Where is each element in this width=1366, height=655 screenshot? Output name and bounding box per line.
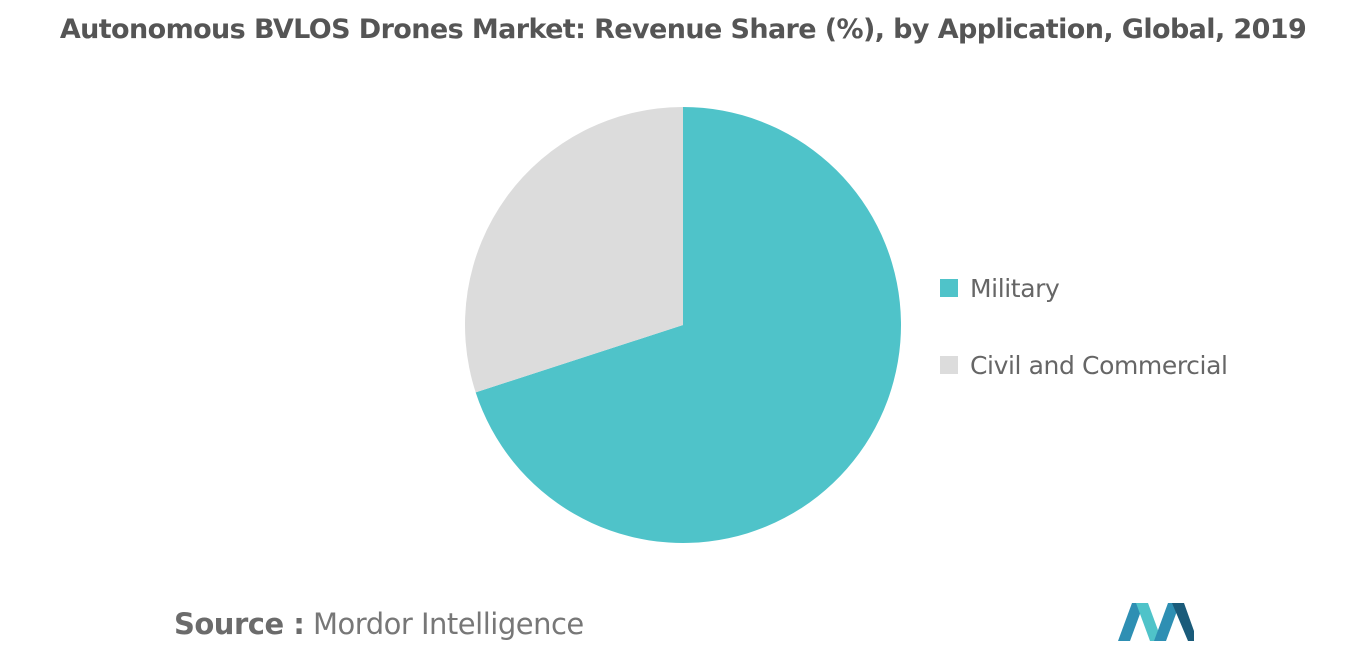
legend-label-civil-and-commercial: Civil and Commercial — [970, 350, 1228, 380]
logo-shape-right — [1172, 603, 1194, 641]
source-name: Mordor Intelligence — [313, 607, 584, 641]
pie-slice-civil-and-commercial — [464, 107, 683, 393]
legend-swatch-military — [940, 279, 958, 297]
legend-item-civil-and-commercial: Civil and Commercial — [940, 347, 1228, 383]
source-prefix: Source : — [174, 607, 305, 641]
legend-swatch-civil-and-commercial — [940, 356, 958, 374]
logo-shape-mid-right — [1154, 603, 1180, 641]
chart-title: Autonomous BVLOS Drones Market: Revenue … — [59, 14, 1307, 45]
source-line: Source : Mordor Intelligence — [174, 607, 584, 641]
logo-shape-left — [1118, 603, 1144, 641]
pie-slice-military — [475, 107, 901, 543]
logo-shape-mid — [1136, 603, 1162, 641]
legend-item-military: Military — [940, 270, 1228, 306]
legend-label-military: Military — [970, 273, 1060, 303]
pie-slices — [464, 107, 901, 543]
mordor-intelligence-logo-icon — [1118, 603, 1194, 641]
legend: Military Civil and Commercial — [940, 270, 1228, 424]
